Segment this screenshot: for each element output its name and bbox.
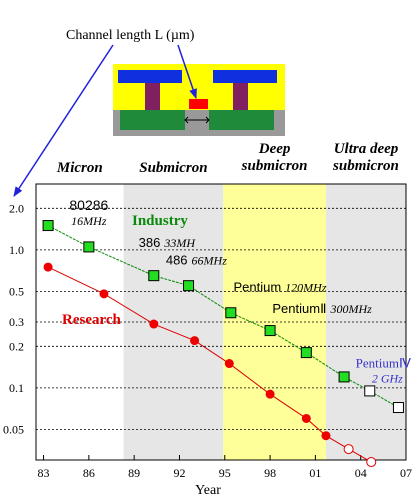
processor-clock: 2 GHz [372, 372, 403, 386]
processor-clock: 300MHz [329, 302, 372, 316]
era-label: submicron [241, 158, 308, 174]
research-point [224, 359, 234, 369]
y-axis-ticks: 2.0 1.0 0.5 0.3 0.2 0.1 0.05 [3, 201, 24, 436]
transistor-illustration [113, 64, 285, 136]
plot-frame [35, 183, 407, 461]
research-trend-line [47, 266, 372, 463]
era-label: Submicron [139, 160, 207, 176]
processor-name: 386 [139, 235, 161, 250]
x-tick-label: 86 [83, 466, 95, 480]
industry-point [148, 270, 160, 282]
processor-clock: 33MH [163, 236, 196, 250]
right-contact-top [213, 70, 277, 83]
y-tick-label: 0.05 [3, 422, 24, 436]
left-contact-top [118, 70, 182, 83]
industry-point [300, 347, 312, 359]
source-region [120, 110, 185, 130]
era-label: Deep [258, 141, 291, 157]
processor-clock: 120MHz [285, 280, 327, 294]
left-contact-plug [145, 83, 160, 110]
industry-point [364, 385, 376, 397]
x-tick-label: 95 [219, 466, 231, 480]
y-tick-label: 1.0 [9, 243, 24, 257]
research-label: Research [62, 312, 122, 328]
research-point [366, 457, 377, 468]
trend-lines [47, 225, 399, 463]
gate [189, 99, 208, 109]
processor-clock: 66MHz [192, 254, 228, 268]
industry-point [338, 371, 350, 383]
right-contact-plug [233, 83, 248, 110]
x-tick-label: 07 [400, 466, 412, 480]
x-tick-label: 01 [309, 466, 321, 480]
arrow-to-axis [13, 44, 114, 197]
industry-point [225, 307, 237, 319]
gridlines [36, 207, 406, 430]
research-point [321, 431, 331, 441]
x-tick-label: 89 [128, 466, 140, 480]
dimension-arrowheads [184, 116, 210, 124]
industry-point [42, 220, 54, 232]
x-tick-label: 98 [264, 466, 276, 480]
y-tick-label: 0.2 [9, 339, 24, 353]
industry-point [392, 402, 404, 414]
research-point [149, 319, 159, 329]
processor-clock: 16MHz [71, 214, 107, 228]
research-point [343, 444, 354, 455]
era-label: submicron [332, 158, 399, 174]
industry-point [83, 241, 95, 253]
x-tick-label: 83 [38, 466, 50, 480]
y-tick-label: 0.1 [9, 381, 24, 395]
x-axis-ticks: 83 86 89 92 95 98 01 04 07 [38, 455, 412, 480]
y-tick-label: 0.3 [9, 315, 24, 329]
processor-name: PentiumⅡ [272, 301, 326, 316]
industry-trend-line [47, 225, 399, 408]
processor-name: Pentium [233, 279, 281, 294]
x-tick-label: 04 [355, 466, 367, 480]
arrow-to-gate [177, 44, 197, 99]
x-tick-label: 92 [173, 466, 185, 480]
research-point [265, 389, 275, 399]
channel-length-label: Channel length L (µm) [66, 28, 195, 43]
research-point [99, 289, 109, 299]
processor-name: 486 [166, 253, 188, 268]
industry-label: Industry [132, 213, 188, 229]
research-point [301, 413, 311, 423]
processor-name: PentiumⅣ [356, 356, 411, 371]
data-points [42, 220, 404, 468]
research-point [43, 262, 53, 272]
era-label: Ultra deep [334, 141, 399, 157]
drain-region [209, 110, 274, 130]
industry-point [264, 325, 276, 337]
industry-point [183, 280, 195, 292]
x-axis-title: Year [195, 483, 221, 498]
era-label: Micron [56, 160, 103, 176]
processor-name: 80286 [69, 197, 108, 213]
y-tick-label: 2.0 [9, 201, 24, 215]
research-point [190, 336, 200, 346]
y-tick-label: 0.5 [9, 284, 24, 298]
